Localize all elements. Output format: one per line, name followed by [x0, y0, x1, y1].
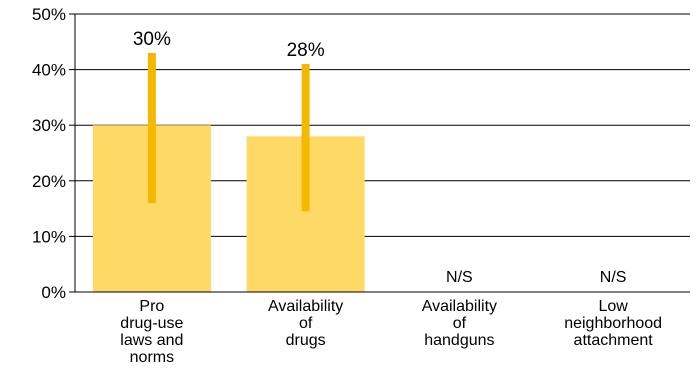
data-label: 28% [287, 40, 325, 61]
y-tick-label: 40% [32, 61, 66, 80]
x-tick-label-line: attachment [574, 332, 654, 349]
x-tick-label-line: laws and [120, 332, 183, 349]
y-tick-label: 50% [32, 5, 66, 24]
x-tick-label-line: Low [598, 298, 628, 315]
error-bar [301, 64, 310, 212]
x-tick-label-line: drug-use [120, 315, 183, 332]
y-tick-label: 20% [32, 172, 66, 191]
y-tick-labels: 0% 10% 20% 30% 40% 50% [32, 5, 66, 302]
x-tick-label-line: Pro [139, 298, 164, 315]
x-tick-label-line: norms [130, 349, 174, 366]
x-tick-label: Pro drug-use laws and norms [120, 298, 183, 366]
x-tick-label: Availability of drugs [268, 298, 343, 349]
x-tick-label-line: Availability [268, 298, 343, 315]
x-tick-label-line: neighborhood [564, 315, 662, 332]
axes [69, 13, 690, 293]
data-label: 30% [133, 29, 171, 50]
data-label: N/S [446, 269, 473, 286]
y-tick-label: 30% [32, 116, 66, 135]
x-tick-label: Availability of handguns [422, 298, 497, 349]
data-labels: 30% 28% N/S N/S [133, 29, 627, 286]
y-tick-label: 0% [41, 283, 66, 302]
x-tick-label-line: of [453, 315, 467, 332]
x-tick-label-line: of [299, 315, 313, 332]
y-tick-label: 10% [32, 227, 66, 246]
error-bar [147, 52, 156, 204]
x-tick-label-line: handguns [424, 332, 494, 349]
data-label: N/S [600, 269, 627, 286]
x-tick-label: Low neighborhood attachment [564, 298, 662, 349]
bars [92, 52, 365, 292]
x-tick-label-line: drugs [286, 332, 326, 349]
x-tick-label-line: Availability [422, 298, 497, 315]
